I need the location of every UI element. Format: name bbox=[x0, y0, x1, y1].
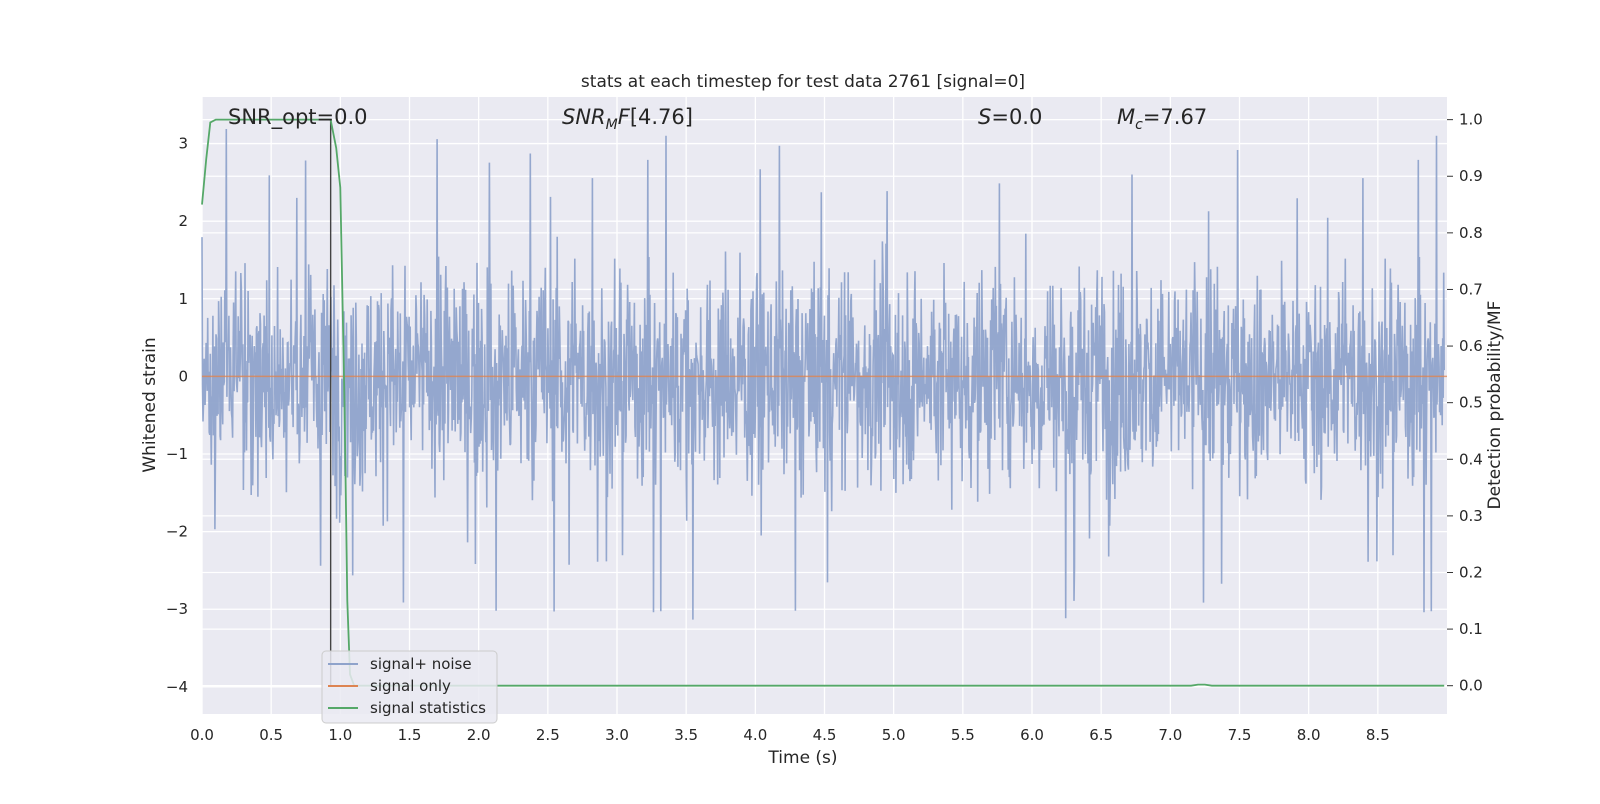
legend-label-noise: signal+ noise bbox=[370, 655, 472, 673]
y-axis-right-label: Detection probability/MF bbox=[1485, 301, 1505, 510]
annotation-mc: Mc=7.67 bbox=[1117, 105, 1207, 133]
annotation-snr-opt: SNR_opt=0.0 bbox=[228, 105, 368, 130]
x-axis-ticks: 0.0 0.5 1.0 1.5 2.0 2.5 3.0 3.5 4.0 4.5 5.0 5.5 6.0 6… bbox=[190, 726, 1390, 744]
noise-trace bbox=[201, 128, 1445, 620]
y-left-tick-label: −1 bbox=[166, 445, 188, 463]
x-axis-label: Time (s) bbox=[767, 748, 837, 768]
x-tick-label: 0.0 bbox=[190, 726, 214, 744]
annotation-snr-mf: SNRMF[4.76] bbox=[562, 105, 693, 133]
y-axis-right-ticks: 1.0 0.9 0.8 0.7 0.6 0.5 0.4 0.3 0.2 0.1 0.0 bbox=[1447, 111, 1483, 695]
legend-box bbox=[321, 650, 498, 724]
y-left-tick-label: 2 bbox=[178, 212, 188, 230]
y-left-tick-label: 1 bbox=[178, 290, 188, 308]
x-tick-label: 7.0 bbox=[1158, 726, 1182, 744]
x-tick-label: 5.0 bbox=[882, 726, 906, 744]
y-right-tick-label: 0.1 bbox=[1459, 620, 1483, 638]
x-tick-label: 2.5 bbox=[536, 726, 560, 744]
legend: signal+ noise signal only signal statist… bbox=[321, 650, 498, 724]
y-right-tick-label: 0.4 bbox=[1459, 450, 1483, 468]
y-left-tick-label: 3 bbox=[178, 135, 188, 153]
y-left-tick-label: 0 bbox=[178, 367, 188, 385]
y-axis-left-label: Whitened strain bbox=[140, 337, 160, 472]
x-tick-label: 8.5 bbox=[1366, 726, 1390, 744]
y-left-tick-label: −4 bbox=[166, 678, 188, 696]
x-tick-label: 8.0 bbox=[1297, 726, 1321, 744]
y-right-tick-label: 0.5 bbox=[1459, 394, 1483, 412]
legend-label-signal: signal only bbox=[370, 677, 451, 695]
x-tick-label: 1.5 bbox=[398, 726, 422, 744]
y-left-tick-label: −3 bbox=[166, 600, 188, 618]
y-right-tick-label: 1.0 bbox=[1459, 111, 1483, 129]
y-axis-left-ticks: 3 2 1 0 −1 −2 −3 −4 bbox=[166, 135, 188, 696]
chart-title: stats at each timestep for test data 276… bbox=[581, 72, 1025, 92]
x-tick-label: 4.0 bbox=[743, 726, 767, 744]
x-tick-label: 3.5 bbox=[674, 726, 698, 744]
y-right-tick-label: 0.9 bbox=[1459, 167, 1483, 185]
x-tick-label: 1.0 bbox=[328, 726, 352, 744]
x-tick-label: 7.5 bbox=[1228, 726, 1252, 744]
x-tick-label: 3.0 bbox=[605, 726, 629, 744]
y-right-tick-label: 0.8 bbox=[1459, 224, 1483, 242]
y-right-tick-label: 0.2 bbox=[1459, 563, 1483, 581]
x-tick-label: 6.5 bbox=[1089, 726, 1113, 744]
y-right-tick-label: 0.7 bbox=[1459, 280, 1483, 298]
x-tick-label: 0.5 bbox=[259, 726, 283, 744]
noise-path bbox=[201, 128, 1445, 620]
y-right-tick-label: 0.3 bbox=[1459, 507, 1483, 525]
x-tick-label: 5.5 bbox=[951, 726, 975, 744]
y-right-tick-label: 0.0 bbox=[1459, 677, 1483, 695]
annotation-s: S=0.0 bbox=[978, 105, 1042, 129]
legend-label-stats: signal statistics bbox=[370, 699, 486, 717]
y-right-tick-label: 0.6 bbox=[1459, 337, 1483, 355]
x-tick-label: 6.0 bbox=[1020, 726, 1044, 744]
x-tick-label: 4.5 bbox=[813, 726, 837, 744]
y-left-tick-label: −2 bbox=[166, 523, 188, 541]
x-tick-label: 2.0 bbox=[467, 726, 491, 744]
